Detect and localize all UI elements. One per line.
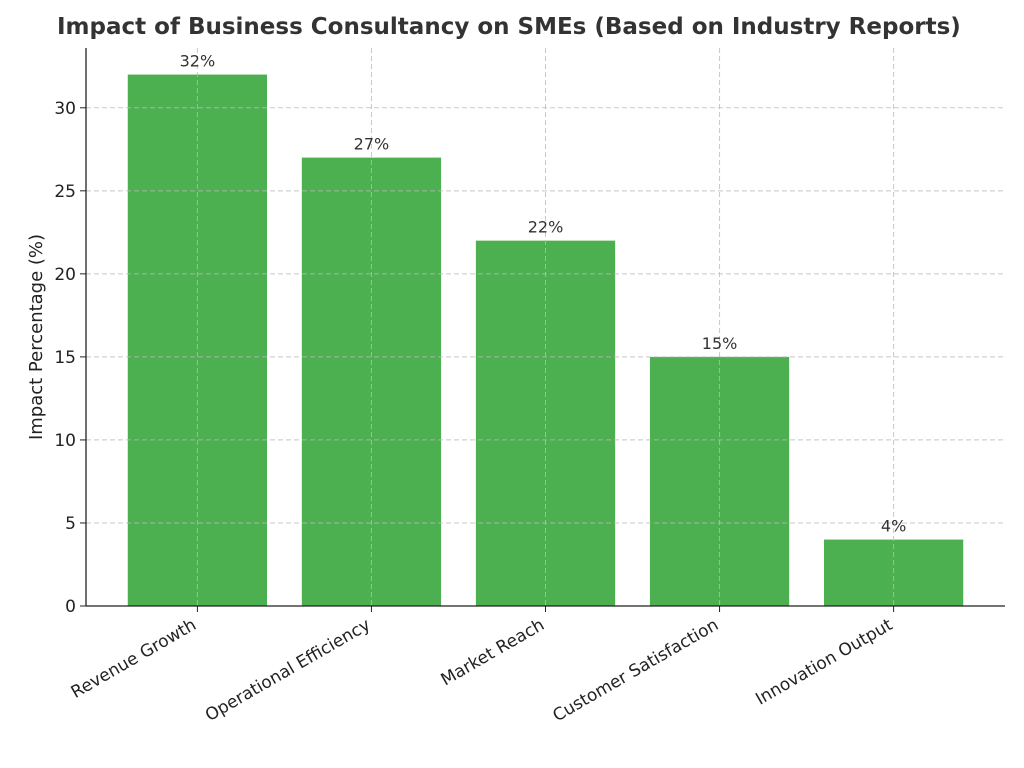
y-tick-label: 25: [54, 182, 76, 202]
y-tick-label: 15: [54, 348, 76, 368]
y-tick-label: 20: [54, 265, 76, 285]
bar-2: [475, 240, 616, 606]
x-tick-label: Customer Satisfaction: [549, 615, 722, 726]
data-label: 27%: [354, 135, 390, 154]
y-tick-label: 30: [54, 99, 76, 119]
x-tick-label: Operational Efficiency: [202, 615, 374, 726]
x-tick-label: Innovation Output: [752, 615, 896, 710]
x-tick-label: Revenue Growth: [68, 615, 200, 703]
data-label: 22%: [528, 218, 564, 237]
chart-title: Impact of Business Consultancy on SMEs (…: [57, 14, 961, 40]
y-tick-label: 10: [54, 431, 76, 451]
data-label: 32%: [180, 52, 216, 71]
data-label: 15%: [702, 334, 738, 353]
y-tick-label: 5: [65, 514, 76, 534]
data-label: 4%: [881, 517, 906, 536]
y-axis-label: Impact Percentage (%): [26, 234, 47, 440]
x-tick-label: Market Reach: [438, 615, 548, 690]
y-tick-label: 0: [65, 597, 76, 617]
